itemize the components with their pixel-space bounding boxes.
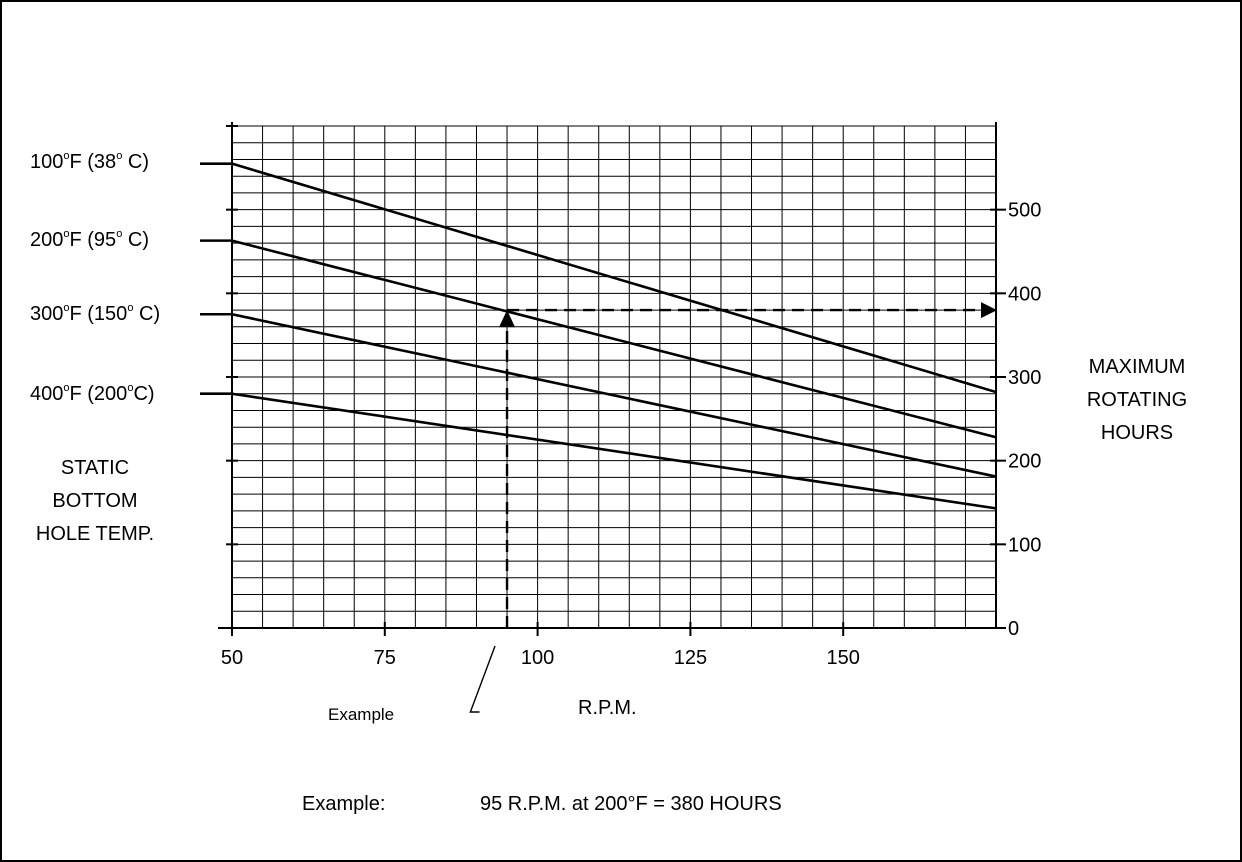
series-line xyxy=(231,312,997,478)
example-overlay xyxy=(469,302,997,713)
x-tick-label: 125 xyxy=(674,647,707,669)
y-tick-label: 0 xyxy=(1008,618,1019,640)
left-axis-label-line: STATIC xyxy=(60,457,130,479)
x-tick-label: 75 xyxy=(374,647,396,669)
series-label-300f: 300oF (150o C) xyxy=(30,302,161,325)
x-axis-label: R.P.M. xyxy=(578,697,637,719)
footnote-text: 95 R.P.M. at 200°F = 380 HOURS xyxy=(480,793,782,815)
series-line xyxy=(231,392,997,510)
y-tick-label: 300 xyxy=(1008,367,1041,389)
x-tick-label: 100 xyxy=(521,647,554,669)
y-axis-label: MAXIMUM ROTATING HOURS xyxy=(1062,351,1212,450)
y-tick-label: 400 xyxy=(1008,283,1041,305)
axes: 0 100 200 300 400 500 50 75 100 125 150 xyxy=(218,122,1041,669)
left-axis-label: STATIC BOTTOM HOLE TEMP. xyxy=(10,452,180,551)
grid xyxy=(231,125,997,629)
left-axis-label-line: BOTTOM xyxy=(52,490,138,512)
y-tick-label: 200 xyxy=(1008,451,1041,473)
series-label-400f: 400oF (200oC) xyxy=(30,382,155,405)
footnote-label: Example: xyxy=(302,793,386,815)
example-pointer-leader xyxy=(469,645,496,713)
x-tick-label: 50 xyxy=(221,647,243,669)
y-tick-label: 500 xyxy=(1008,200,1041,222)
y-axis-label-line: MAXIMUM xyxy=(1088,356,1186,378)
example-right-arrowhead xyxy=(981,302,997,319)
series-lines xyxy=(200,162,997,510)
y-axis-label-line: HOURS xyxy=(1100,422,1174,444)
example-up-arrowhead xyxy=(499,310,516,328)
y-axis-label-line: ROTATING xyxy=(1086,389,1188,411)
x-tick-label: 150 xyxy=(827,647,860,669)
y-tick-label: 100 xyxy=(1008,534,1041,556)
example-pointer-label: Example xyxy=(328,705,395,724)
left-axis-label-line: HOLE TEMP. xyxy=(35,523,155,545)
series-line xyxy=(231,162,997,394)
series-label-200f: 200oF (95o C) xyxy=(30,228,149,251)
series-label-100f: 100oF (38o C) xyxy=(30,150,149,173)
series-line xyxy=(231,239,997,439)
